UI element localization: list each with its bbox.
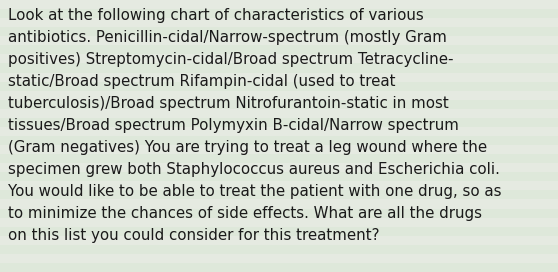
Bar (0, 227, 558, 236)
Bar (0, 54, 558, 63)
Bar (0, 9, 558, 18)
Bar (0, 27, 558, 36)
Bar (0, 218, 558, 227)
Bar (0, 199, 558, 209)
Bar (0, 245, 558, 254)
Bar (0, 109, 558, 118)
Bar (0, 254, 558, 263)
Bar (0, 45, 558, 54)
Bar (0, 209, 558, 218)
Text: (Gram negatives) You are trying to treat a leg wound where the: (Gram negatives) You are trying to treat… (8, 140, 487, 155)
Text: antibiotics. Penicillin-cidal/Narrow-spectrum (mostly Gram: antibiotics. Penicillin-cidal/Narrow-spe… (8, 30, 447, 45)
Bar (0, 154, 558, 163)
Bar (0, 118, 558, 127)
Bar (0, 172, 558, 181)
Text: static/Broad spectrum Rifampin-cidal (used to treat: static/Broad spectrum Rifampin-cidal (us… (8, 74, 396, 89)
Bar (0, 91, 558, 100)
Text: You would like to be able to treat the patient with one drug, so as: You would like to be able to treat the p… (8, 184, 502, 199)
Bar (0, 18, 558, 27)
Text: to minimize the chances of side effects. What are all the drugs: to minimize the chances of side effects.… (8, 206, 482, 221)
Bar (0, 73, 558, 82)
Bar (0, 63, 558, 73)
Bar (0, 163, 558, 172)
Bar (0, 136, 558, 145)
Bar (0, 145, 558, 154)
Bar (0, 263, 558, 272)
Bar (0, 82, 558, 91)
Bar (0, 36, 558, 45)
Text: tuberculosis)/Broad spectrum Nitrofurantoin-static in most: tuberculosis)/Broad spectrum Nitrofurant… (8, 96, 449, 111)
Bar (0, 190, 558, 199)
Bar (0, 181, 558, 190)
Bar (0, 0, 558, 9)
Bar (0, 236, 558, 245)
Text: Look at the following chart of characteristics of various: Look at the following chart of character… (8, 8, 424, 23)
Text: on this list you could consider for this treatment?: on this list you could consider for this… (8, 228, 379, 243)
Text: tissues/Broad spectrum Polymyxin B-cidal/Narrow spectrum: tissues/Broad spectrum Polymyxin B-cidal… (8, 118, 459, 133)
Bar (0, 100, 558, 109)
Text: specimen grew both Staphylococcus aureus and Escherichia coli.: specimen grew both Staphylococcus aureus… (8, 162, 500, 177)
Bar (0, 127, 558, 136)
Text: positives) Streptomycin-cidal/Broad spectrum Tetracycline-: positives) Streptomycin-cidal/Broad spec… (8, 52, 454, 67)
